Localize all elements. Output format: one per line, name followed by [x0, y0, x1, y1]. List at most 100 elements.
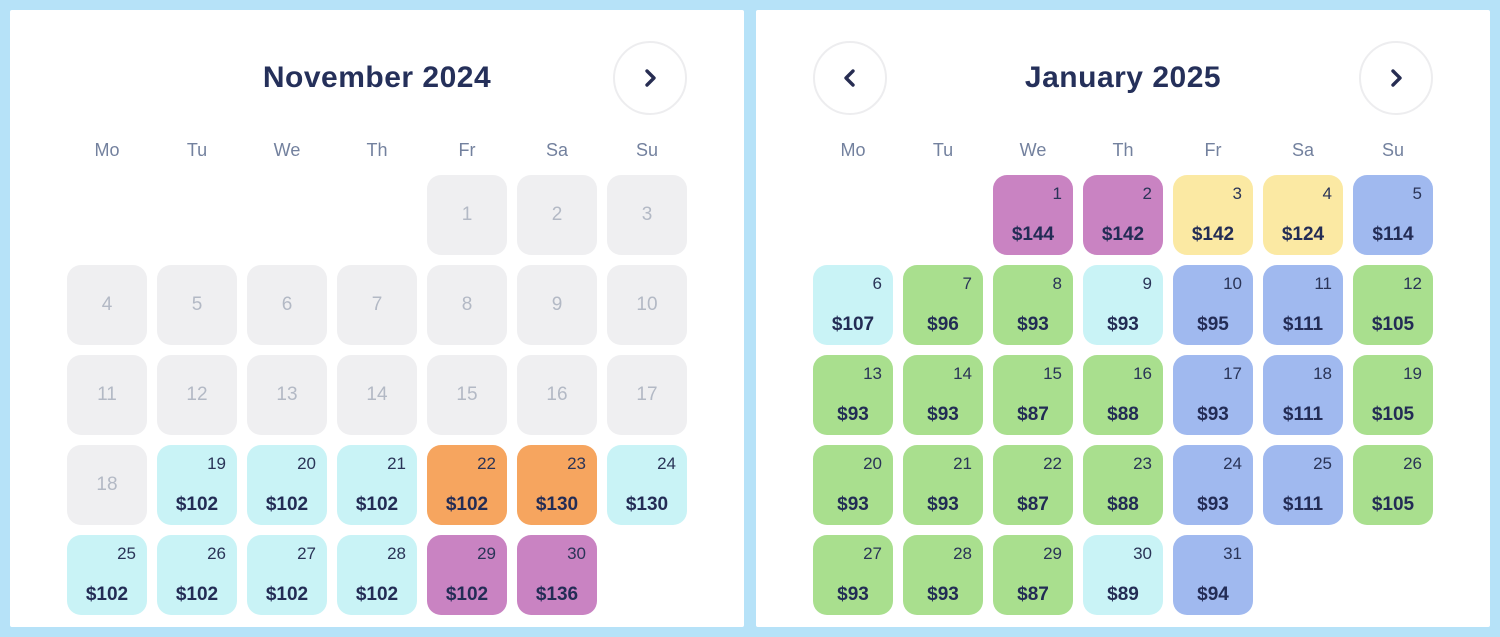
- day-price: $102: [355, 584, 399, 605]
- day-number: 5: [1412, 184, 1422, 203]
- day-cell[interactable]: 27 $93: [813, 535, 893, 615]
- day-price: $93: [927, 404, 959, 425]
- day-cell[interactable]: 6 $107: [813, 265, 893, 345]
- day-price: $93: [1197, 404, 1229, 425]
- day-cell[interactable]: 19 $102: [157, 445, 237, 525]
- day-price: $87: [1017, 404, 1049, 425]
- day-cell[interactable]: 22 $87: [993, 445, 1073, 525]
- day-number: 4: [1322, 184, 1332, 203]
- day-cell[interactable]: 4 $124: [1263, 175, 1343, 255]
- day-cell[interactable]: 7 $96: [903, 265, 983, 345]
- day-number: 14: [953, 364, 972, 383]
- day-price: $96: [927, 314, 959, 335]
- day-number: 4: [101, 294, 113, 315]
- day-number: 13: [863, 364, 882, 383]
- day-cell[interactable]: 13 $93: [813, 355, 893, 435]
- day-number: 25: [1313, 454, 1332, 473]
- day-number: 2: [1142, 184, 1152, 203]
- empty-cell: [607, 535, 687, 615]
- day-cell[interactable]: 25 $102: [67, 535, 147, 615]
- day-number: 17: [636, 384, 658, 405]
- weekday-label: Sa: [545, 140, 569, 160]
- day-cell[interactable]: 8 $93: [993, 265, 1073, 345]
- day-number: 7: [371, 294, 383, 315]
- day-cell[interactable]: 23 $88: [1083, 445, 1163, 525]
- day-cell[interactable]: 19 $105: [1353, 355, 1433, 435]
- day-number: 9: [1142, 274, 1152, 293]
- day-number: 23: [567, 454, 586, 473]
- day-number: 16: [546, 384, 568, 405]
- next-month-button[interactable]: [1359, 41, 1433, 115]
- day-cell[interactable]: 20 $102: [247, 445, 327, 525]
- day-cell[interactable]: 20 $93: [813, 445, 893, 525]
- weekday-label: We: [1019, 140, 1047, 160]
- day-cell-disabled: 16: [517, 355, 597, 435]
- day-cell[interactable]: 26 $105: [1353, 445, 1433, 525]
- day-cell[interactable]: 5 $114: [1353, 175, 1433, 255]
- day-cell[interactable]: 26 $102: [157, 535, 237, 615]
- day-cell[interactable]: 23 $130: [517, 445, 597, 525]
- day-cell[interactable]: 14 $93: [903, 355, 983, 435]
- day-cell[interactable]: 21 $102: [337, 445, 417, 525]
- day-number: 15: [1043, 364, 1062, 383]
- day-cell[interactable]: 2 $142: [1083, 175, 1163, 255]
- day-price: $88: [1107, 494, 1139, 515]
- day-number: 10: [636, 294, 658, 315]
- day-cell-disabled: 1: [427, 175, 507, 255]
- day-cell[interactable]: 31 $94: [1173, 535, 1253, 615]
- day-price: $93: [1107, 314, 1139, 335]
- day-cell[interactable]: 1 $144: [993, 175, 1073, 255]
- day-cell-disabled: 15: [427, 355, 507, 435]
- day-number: 30: [567, 544, 586, 563]
- prev-month-button[interactable]: [813, 41, 887, 115]
- day-number: 6: [281, 294, 293, 315]
- calendar-header: January 2025: [813, 40, 1433, 116]
- day-cell[interactable]: 12 $105: [1353, 265, 1433, 345]
- day-cell[interactable]: 30 $136: [517, 535, 597, 615]
- weekday-label: We: [273, 140, 301, 160]
- day-number: 13: [276, 384, 298, 405]
- day-price: $102: [265, 494, 309, 515]
- day-cell[interactable]: 9 $93: [1083, 265, 1163, 345]
- day-cell[interactable]: 16 $88: [1083, 355, 1163, 435]
- weekday-label: Mo: [94, 140, 120, 160]
- day-price: $111: [1282, 314, 1324, 335]
- day-cell[interactable]: 28 $93: [903, 535, 983, 615]
- day-number: 26: [1403, 454, 1422, 473]
- calendar-grid-january: 1 $144 2 $142 3 $142 4 $124 5 $114 6 $107 7 $96 8 $93 9 $…: [813, 175, 1433, 615]
- day-cell-disabled: 18: [67, 445, 147, 525]
- day-cell[interactable]: 29 $102: [427, 535, 507, 615]
- day-number: 26: [207, 544, 226, 563]
- day-cell[interactable]: 11 $111: [1263, 265, 1343, 345]
- day-cell[interactable]: 27 $102: [247, 535, 327, 615]
- next-month-button[interactable]: [613, 41, 687, 115]
- day-cell[interactable]: 21 $93: [903, 445, 983, 525]
- day-price: $93: [837, 494, 869, 515]
- day-price: $102: [85, 584, 129, 605]
- day-cell[interactable]: 22 $102: [427, 445, 507, 525]
- day-price: $144: [1011, 224, 1055, 245]
- day-number: 15: [456, 384, 478, 405]
- day-price: $93: [927, 584, 959, 605]
- weekday-label: Fr: [1204, 140, 1222, 160]
- day-number: 27: [863, 544, 882, 563]
- day-cell[interactable]: 24 $130: [607, 445, 687, 525]
- day-number: 12: [186, 384, 208, 405]
- day-cell[interactable]: 3 $142: [1173, 175, 1253, 255]
- weekday-label: Su: [635, 140, 659, 160]
- day-cell[interactable]: 18 $111: [1263, 355, 1343, 435]
- day-cell[interactable]: 28 $102: [337, 535, 417, 615]
- day-number: 29: [1043, 544, 1062, 563]
- day-cell[interactable]: 30 $89: [1083, 535, 1163, 615]
- day-cell[interactable]: 25 $111: [1263, 445, 1343, 525]
- day-cell-disabled: 12: [157, 355, 237, 435]
- day-number: 1: [1052, 184, 1062, 203]
- empty-cell: [903, 175, 983, 255]
- day-cell-disabled: 7: [337, 265, 417, 345]
- day-cell[interactable]: 15 $87: [993, 355, 1073, 435]
- day-number: 6: [872, 274, 882, 293]
- day-cell[interactable]: 10 $95: [1173, 265, 1253, 345]
- day-cell[interactable]: 17 $93: [1173, 355, 1253, 435]
- day-cell[interactable]: 24 $93: [1173, 445, 1253, 525]
- day-cell[interactable]: 29 $87: [993, 535, 1073, 615]
